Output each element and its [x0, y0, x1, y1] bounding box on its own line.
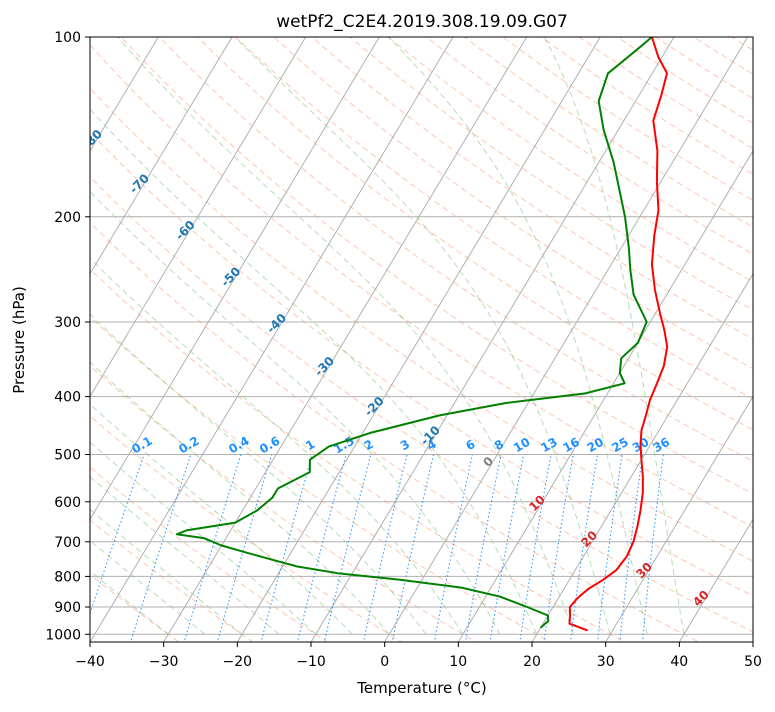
- x-tick-label: 40: [670, 654, 688, 670]
- y-tick-label: 600: [54, 495, 81, 511]
- x-tick-label: 10: [449, 654, 467, 670]
- x-tick-label: 0: [380, 654, 389, 670]
- y-tick-label: 500: [54, 448, 81, 464]
- x-tick-label: 30: [597, 654, 615, 670]
- y-tick-label: 200: [54, 210, 81, 226]
- x-tick-label: −20: [223, 654, 253, 670]
- y-tick-label: 700: [54, 535, 81, 551]
- y-tick-label: 1000: [45, 627, 81, 643]
- y-tick-label: 100: [54, 30, 81, 46]
- x-tick-label: −40: [75, 654, 105, 670]
- y-tick-label: 800: [54, 569, 81, 585]
- x-tick-label: −30: [149, 654, 179, 670]
- x-tick-label: 50: [744, 654, 762, 670]
- y-tick-label: 900: [54, 600, 81, 616]
- y-axis-label: Pressure (hPa): [10, 286, 28, 394]
- y-tick-label: 300: [54, 315, 81, 331]
- x-tick-label: 20: [523, 654, 541, 670]
- x-axis-label: Temperature (°C): [356, 679, 486, 697]
- x-tick-label: −10: [296, 654, 326, 670]
- chart-title: wetPf2_C2E4.2019.308.19.09.G07: [276, 12, 568, 32]
- y-tick-label: 400: [54, 390, 81, 406]
